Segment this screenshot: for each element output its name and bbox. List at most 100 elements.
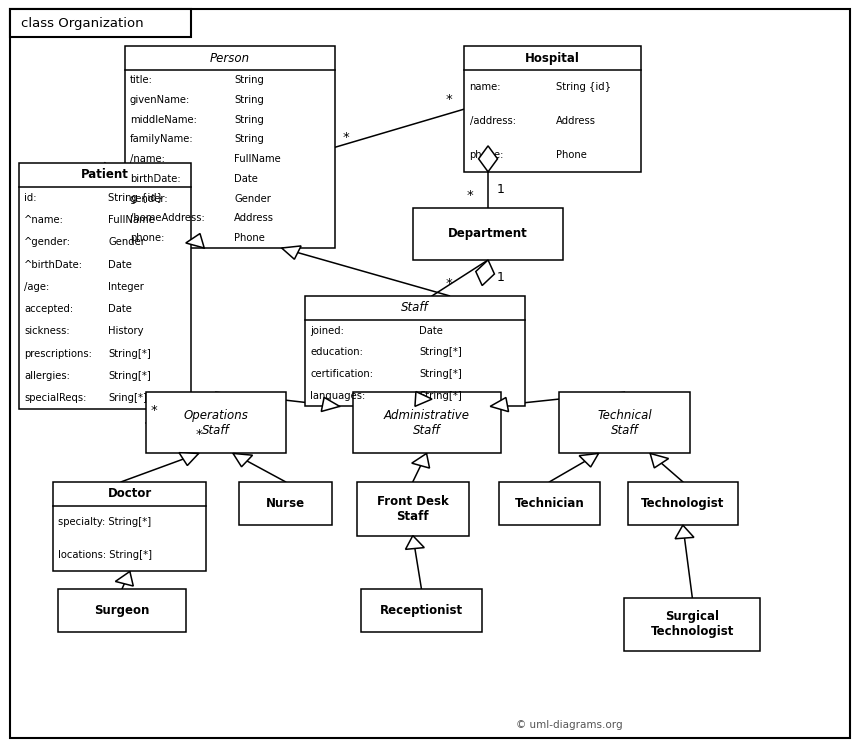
Text: FullName: FullName [108, 215, 155, 225]
Text: *: * [445, 93, 452, 106]
Text: locations: String[*]: locations: String[*] [58, 550, 152, 560]
Text: Address: Address [234, 214, 274, 223]
Text: Gender: Gender [108, 238, 145, 247]
Text: Receptionist: Receptionist [380, 604, 463, 617]
Text: Phone: Phone [234, 233, 265, 243]
Text: phone:: phone: [470, 150, 504, 160]
FancyBboxPatch shape [413, 208, 563, 260]
Text: FullName: FullName [234, 154, 281, 164]
FancyBboxPatch shape [499, 482, 600, 525]
Polygon shape [579, 453, 599, 467]
Text: Front Desk
Staff: Front Desk Staff [377, 495, 449, 523]
FancyBboxPatch shape [361, 589, 482, 632]
FancyBboxPatch shape [464, 46, 641, 172]
Polygon shape [233, 453, 253, 467]
Text: Date: Date [108, 304, 132, 314]
Text: String[*]: String[*] [420, 391, 462, 400]
FancyBboxPatch shape [10, 9, 191, 37]
Text: id:: id: [24, 193, 37, 203]
Text: Hospital: Hospital [525, 52, 580, 65]
Text: 1: 1 [497, 271, 505, 284]
Polygon shape [490, 397, 508, 412]
Text: *: * [445, 277, 452, 290]
Text: Date: Date [108, 260, 132, 270]
FancyBboxPatch shape [146, 392, 286, 453]
Text: Nurse: Nurse [266, 497, 305, 510]
Text: /age:: /age: [24, 282, 49, 292]
Polygon shape [186, 234, 204, 248]
Text: Phone: Phone [556, 150, 587, 160]
Text: Technologist: Technologist [642, 497, 724, 510]
Text: ^gender:: ^gender: [24, 238, 71, 247]
Text: specialty: String[*]: specialty: String[*] [58, 517, 151, 527]
Text: joined:: joined: [310, 326, 344, 335]
Text: ^birthDate:: ^birthDate: [24, 260, 83, 270]
Polygon shape [179, 453, 199, 465]
Text: title:: title: [130, 75, 153, 85]
Text: History: History [108, 326, 144, 336]
FancyBboxPatch shape [305, 296, 525, 406]
Text: Staff: Staff [401, 301, 429, 314]
Text: String: String [234, 95, 264, 105]
Text: class Organization: class Organization [21, 16, 144, 30]
Polygon shape [412, 453, 429, 468]
FancyBboxPatch shape [628, 482, 738, 525]
Text: familyName:: familyName: [130, 134, 194, 144]
Text: Operations
Staff: Operations Staff [183, 409, 249, 437]
Text: String[*]: String[*] [420, 369, 462, 379]
Text: gender:: gender: [130, 193, 169, 204]
Text: *: * [195, 428, 202, 441]
Text: givenName:: givenName: [130, 95, 190, 105]
Polygon shape [650, 453, 668, 468]
FancyBboxPatch shape [125, 46, 335, 248]
Text: Gender: Gender [234, 193, 271, 204]
Text: Address: Address [556, 116, 596, 126]
Polygon shape [115, 571, 133, 586]
Text: sickness:: sickness: [24, 326, 70, 336]
Text: Date: Date [234, 174, 258, 184]
Text: middleName:: middleName: [130, 114, 197, 125]
Text: Technician: Technician [514, 497, 585, 510]
FancyBboxPatch shape [353, 392, 501, 453]
Text: String {id}: String {id} [556, 82, 611, 92]
Text: String: String [234, 134, 264, 144]
Text: String[*]: String[*] [108, 349, 151, 359]
Text: String[*]: String[*] [420, 347, 462, 357]
Text: Patient: Patient [81, 168, 129, 182]
Polygon shape [478, 146, 497, 172]
Text: Integer: Integer [108, 282, 144, 292]
FancyBboxPatch shape [357, 482, 469, 536]
Text: accepted:: accepted: [24, 304, 73, 314]
Text: *: * [342, 131, 349, 144]
Text: String[*]: String[*] [108, 371, 151, 381]
Text: ^name:: ^name: [24, 215, 64, 225]
Text: 1: 1 [497, 183, 505, 196]
Polygon shape [675, 525, 694, 539]
Text: /name:: /name: [130, 154, 165, 164]
Text: © uml-diagrams.org: © uml-diagrams.org [516, 719, 623, 730]
Text: Doctor: Doctor [108, 487, 152, 500]
FancyBboxPatch shape [58, 589, 186, 632]
Text: Surgeon: Surgeon [95, 604, 150, 617]
Text: Department: Department [448, 227, 528, 241]
Polygon shape [281, 246, 301, 259]
Text: Date: Date [420, 326, 443, 335]
FancyBboxPatch shape [19, 163, 191, 409]
Text: certification:: certification: [310, 369, 373, 379]
FancyBboxPatch shape [624, 598, 760, 651]
Text: Sring[*]: Sring[*] [108, 393, 147, 403]
Text: allergies:: allergies: [24, 371, 70, 381]
Polygon shape [415, 391, 432, 406]
Polygon shape [322, 397, 340, 412]
Text: specialReqs:: specialReqs: [24, 393, 87, 403]
Text: Technical
Staff: Technical Staff [597, 409, 652, 437]
Text: Administrative
Staff: Administrative Staff [384, 409, 470, 437]
Text: *: * [150, 404, 157, 417]
Polygon shape [476, 260, 494, 285]
Text: /homeAddress:: /homeAddress: [130, 214, 205, 223]
FancyBboxPatch shape [239, 482, 332, 525]
Polygon shape [406, 536, 424, 549]
Text: /address:: /address: [470, 116, 515, 126]
FancyBboxPatch shape [559, 392, 690, 453]
Text: String: String [234, 114, 264, 125]
